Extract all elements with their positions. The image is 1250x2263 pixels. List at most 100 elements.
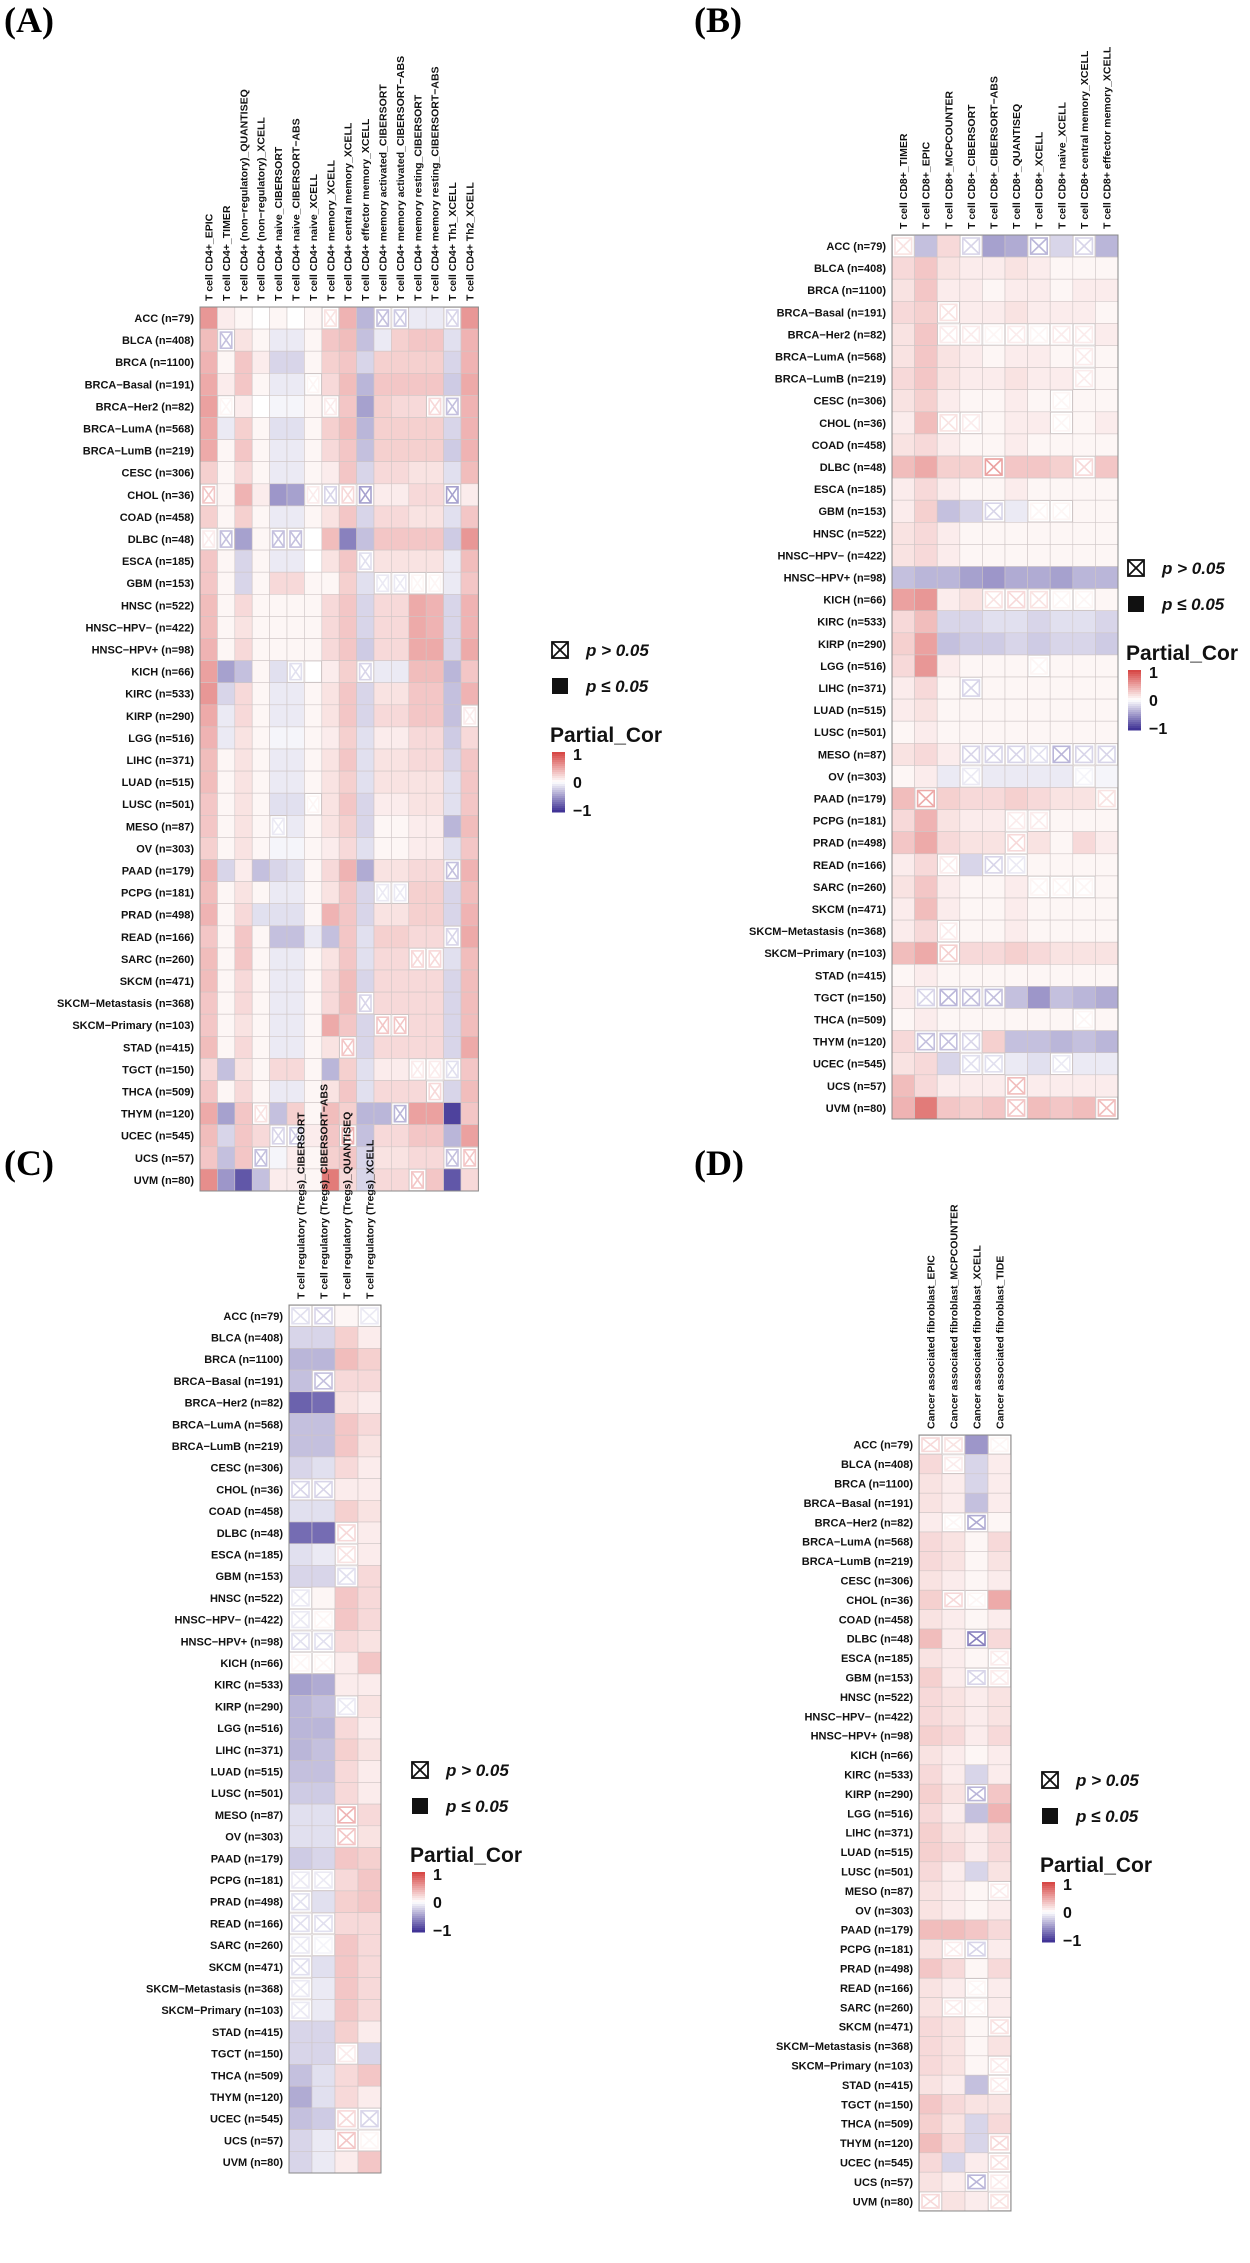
ns-box (990, 2174, 1009, 2190)
heatmap-cell (286, 306, 305, 330)
ns-diag (341, 1038, 355, 1056)
heatmap-cell (373, 903, 392, 927)
row-label: UCEC (n=545) (210, 2114, 283, 2126)
ns-diag (1075, 767, 1093, 786)
ns-cross-icon (289, 662, 303, 681)
ns-diag (337, 1524, 356, 1542)
heatmap-cell (217, 903, 236, 927)
heatmap-cell (286, 439, 305, 463)
heatmap-cell (891, 654, 915, 678)
heatmap-cell (373, 483, 392, 507)
row-label: PAAD (n=179) (122, 866, 195, 878)
ns-cross-icon (291, 1307, 310, 1325)
heatmap-cell (338, 638, 357, 661)
row-label: SARC (n=260) (210, 1940, 283, 1952)
heatmap-b: ACC (n=79)BLCA (n=408)BRCA (n=1100)BRCA−… (749, 46, 1238, 1120)
heatmap-cell (443, 726, 462, 750)
heatmap-cell (914, 544, 938, 567)
heatmap-cell (982, 809, 1006, 832)
ns-cross-icon (428, 950, 442, 968)
heatmap-cell (918, 1609, 943, 1630)
heatmap-cell (460, 748, 479, 772)
colorbar-tick-neg: −1 (1149, 721, 1167, 738)
heatmap-cell (408, 1036, 427, 1059)
heatmap-cell (443, 947, 462, 971)
row-label: ACC (n=79) (826, 241, 886, 253)
heatmap-cell (987, 1861, 1012, 1882)
ns-diag (1075, 1010, 1093, 1029)
heatmap-cell (941, 1919, 966, 1940)
ns-box (410, 1171, 424, 1189)
colorbar-tick-zero: 0 (1149, 693, 1158, 710)
ns-box (291, 1871, 310, 1889)
ns-cross-icon (1052, 590, 1071, 609)
heatmap-cell (304, 814, 323, 838)
ns-box (360, 2131, 379, 2150)
colorbar-segment (1042, 1894, 1055, 1897)
heatmap-cell (982, 477, 1006, 501)
heatmap-cell (356, 593, 375, 617)
heatmap-cell (391, 792, 410, 816)
heatmap-cell (199, 814, 218, 838)
ns-box (1007, 855, 1026, 874)
heatmap-cell (321, 969, 340, 993)
heatmap-cell (408, 991, 427, 1015)
heatmap-cell (357, 1803, 382, 1827)
heatmap-cell (357, 1608, 382, 1631)
heatmap-cell (251, 748, 270, 772)
ns-box (1052, 745, 1071, 764)
heatmap-cell (425, 748, 444, 772)
row-label: GBM (n=153) (818, 506, 886, 518)
row-label: LIHC (n=371) (845, 1828, 913, 1840)
ns-cross-icon (1029, 745, 1048, 764)
heatmap-cell (959, 433, 983, 457)
heatmap-cell (357, 2020, 382, 2044)
heatmap-cell (311, 1673, 336, 1696)
heatmap-cell (918, 2152, 943, 2173)
row-label: CESC (n=306) (211, 1463, 284, 1475)
heatmap-cell (321, 461, 340, 485)
heatmap-cell (1095, 875, 1119, 899)
heatmap-cell (304, 571, 323, 595)
heatmap-cell (234, 439, 253, 463)
colorbar-segment (412, 1892, 425, 1895)
heatmap-cell (234, 770, 253, 794)
heatmap-cell (1049, 1008, 1074, 1031)
ns-diag (324, 486, 337, 504)
heatmap-cell (1072, 610, 1096, 634)
ns-box (967, 1999, 986, 2015)
ns-cross-icon (990, 2193, 1009, 2209)
ns-box (314, 1307, 333, 1325)
heatmap-cell (234, 638, 253, 661)
heatmap-cell (987, 1939, 1012, 1960)
ns-diag (1052, 325, 1071, 344)
heatmap-cell (914, 654, 938, 678)
colorbar-segment (552, 802, 565, 805)
heatmap-cell (1049, 632, 1074, 656)
heatmap-cell (334, 1456, 359, 1479)
heatmap-cell (1095, 963, 1119, 987)
heatmap-cell (234, 549, 253, 573)
ns-cross-icon (939, 855, 958, 874)
heatmap-cell (1004, 411, 1028, 435)
heatmap-cell (941, 1551, 966, 1572)
heatmap-cell (1072, 698, 1096, 722)
heatmap-cell (918, 1803, 943, 1824)
row-label: SKCM (n=471) (209, 1962, 284, 1974)
ns-box (1029, 878, 1048, 896)
heatmap-cell (217, 704, 236, 728)
heatmap-cell (217, 1080, 236, 1103)
colorbar-segment (1128, 702, 1141, 705)
heatmap-cell (269, 505, 288, 529)
column-label: T cell CD4+ memory activated_CIBERSORT (377, 84, 389, 301)
ns-cross-icon (939, 303, 958, 322)
heatmap-cell (356, 417, 375, 440)
ns-box (358, 485, 372, 504)
heatmap-cell (1072, 654, 1096, 678)
colorbar-segment (552, 794, 565, 797)
heatmap-cell (391, 660, 410, 683)
ns-box (967, 1786, 986, 1802)
row-label: THYM (n=120) (813, 1037, 886, 1049)
row-label: THCA (n=509) (814, 1015, 886, 1027)
